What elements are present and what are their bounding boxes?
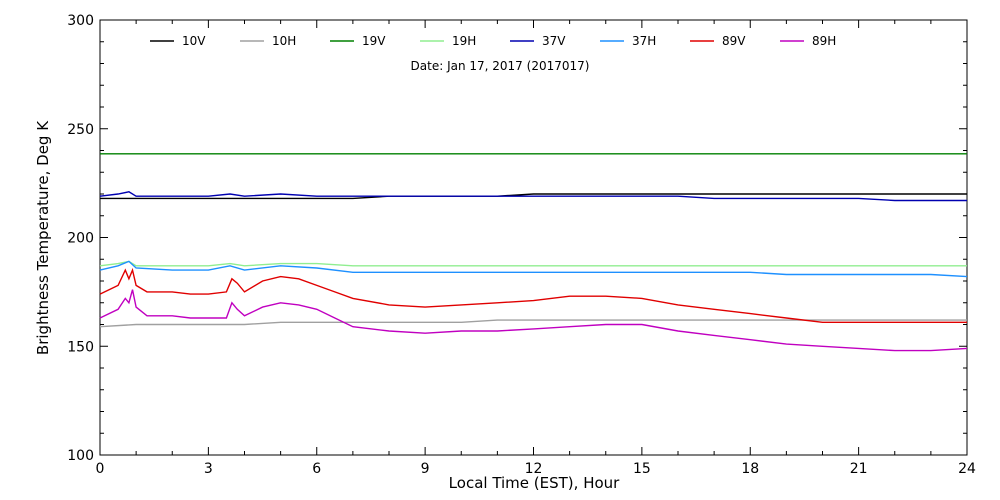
series-line-37v [99, 191, 967, 202]
x-tick-label: 6 [312, 461, 321, 477]
y-tick-label: 150 [67, 339, 94, 355]
legend-label-89v: 89V [722, 34, 746, 48]
y-tick-label: 200 [67, 231, 94, 247]
legend-label-19v: 19V [362, 34, 386, 48]
legend-label-89h: 89H [812, 34, 836, 48]
x-tick-label: 9 [421, 461, 430, 477]
x-tick-label: 0 [96, 461, 105, 477]
series-line-89h [99, 289, 968, 352]
x-axis-title: Local Time (EST), Hour [449, 474, 620, 492]
y-tick-label: 100 [67, 448, 94, 464]
y-tick-label: 300 [67, 13, 94, 29]
legend-label-10v: 10V [182, 34, 206, 48]
series-line-19h [99, 260, 967, 267]
axis-ticks: 0 3 6 9 12 15 18 21 24 100 150 200 250 300 [67, 13, 976, 477]
series-line-10v [100, 193, 967, 200]
x-tick-label: 18 [741, 461, 759, 477]
x-tick-label: 12 [525, 461, 543, 477]
legend-label-19h: 19H [452, 34, 476, 48]
series-line-10h [99, 319, 967, 328]
x-tick-label: 21 [850, 461, 868, 477]
legend-label-10h: 10H [272, 34, 296, 48]
series-line-37h [99, 260, 968, 278]
legend: 10V 10H 19V 19H 37V 37H 89V 89H [150, 34, 836, 48]
series-group [99, 153, 968, 352]
y-axis-title: Brightness Temperature, Deg K [34, 120, 52, 355]
series-line-89v [99, 267, 967, 323]
x-tick-label: 3 [204, 461, 213, 477]
date-annotation: Date: Jan 17, 2017 (2017017) [411, 59, 590, 73]
y-tick-label: 250 [67, 122, 94, 138]
plot-frame [99, 19, 968, 456]
x-tick-label: 15 [633, 461, 651, 477]
legend-label-37h: 37H [632, 34, 656, 48]
legend-label-37v: 37V [542, 34, 566, 48]
x-tick-label: 24 [958, 461, 976, 477]
